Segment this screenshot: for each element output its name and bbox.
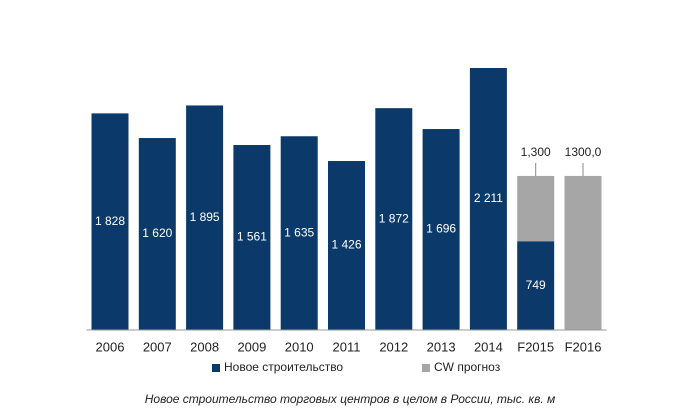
value-label: 1 872 [379,211,409,225]
x-tick-label: 2009 [237,339,266,354]
bar-segment [375,108,413,331]
bar-segment [564,175,602,330]
bar-segment [517,241,555,330]
x-tick-label: 2008 [190,339,219,354]
bar-segment [186,105,224,331]
value-label: 2 211 [474,191,503,205]
value-label: 1 561 [237,230,267,244]
chart-caption: Новое строительство торговых центров в ц… [145,392,556,406]
x-tick-label: 2014 [474,339,503,354]
bar-segment [517,175,555,242]
total-label: 1300,0 [565,145,602,159]
bar-segment [469,68,507,330]
value-label: 1 426 [331,238,361,252]
x-tick-label: 2007 [143,339,172,354]
x-tick-label: 2012 [379,339,408,354]
value-label: 1 696 [426,222,456,236]
legend-label: Новое строительство [224,360,343,374]
legend-swatch [422,364,430,372]
x-tick-label: 2010 [285,339,314,354]
bar-segment [422,129,460,330]
x-tick-label: 2013 [427,339,456,354]
x-tick-label: 2006 [96,339,125,354]
legend-label: CW прогноз [434,360,501,374]
total-label: 1,300 [521,145,551,159]
value-label: 1 828 [95,214,125,228]
bar-segment [138,138,176,330]
value-label: 1 620 [142,226,172,240]
legend-swatch [212,364,220,372]
bar-segment [91,113,129,331]
value-label: 749 [526,278,546,292]
bar-segment [280,136,318,330]
x-tick-label: F2015 [517,339,554,354]
bar-segment [233,145,271,330]
x-tick-label: F2016 [565,339,602,354]
value-label: 1 635 [284,225,314,239]
bar-segment [328,161,365,330]
value-label: 1 895 [190,210,220,224]
x-tick-label: 2011 [333,339,361,354]
